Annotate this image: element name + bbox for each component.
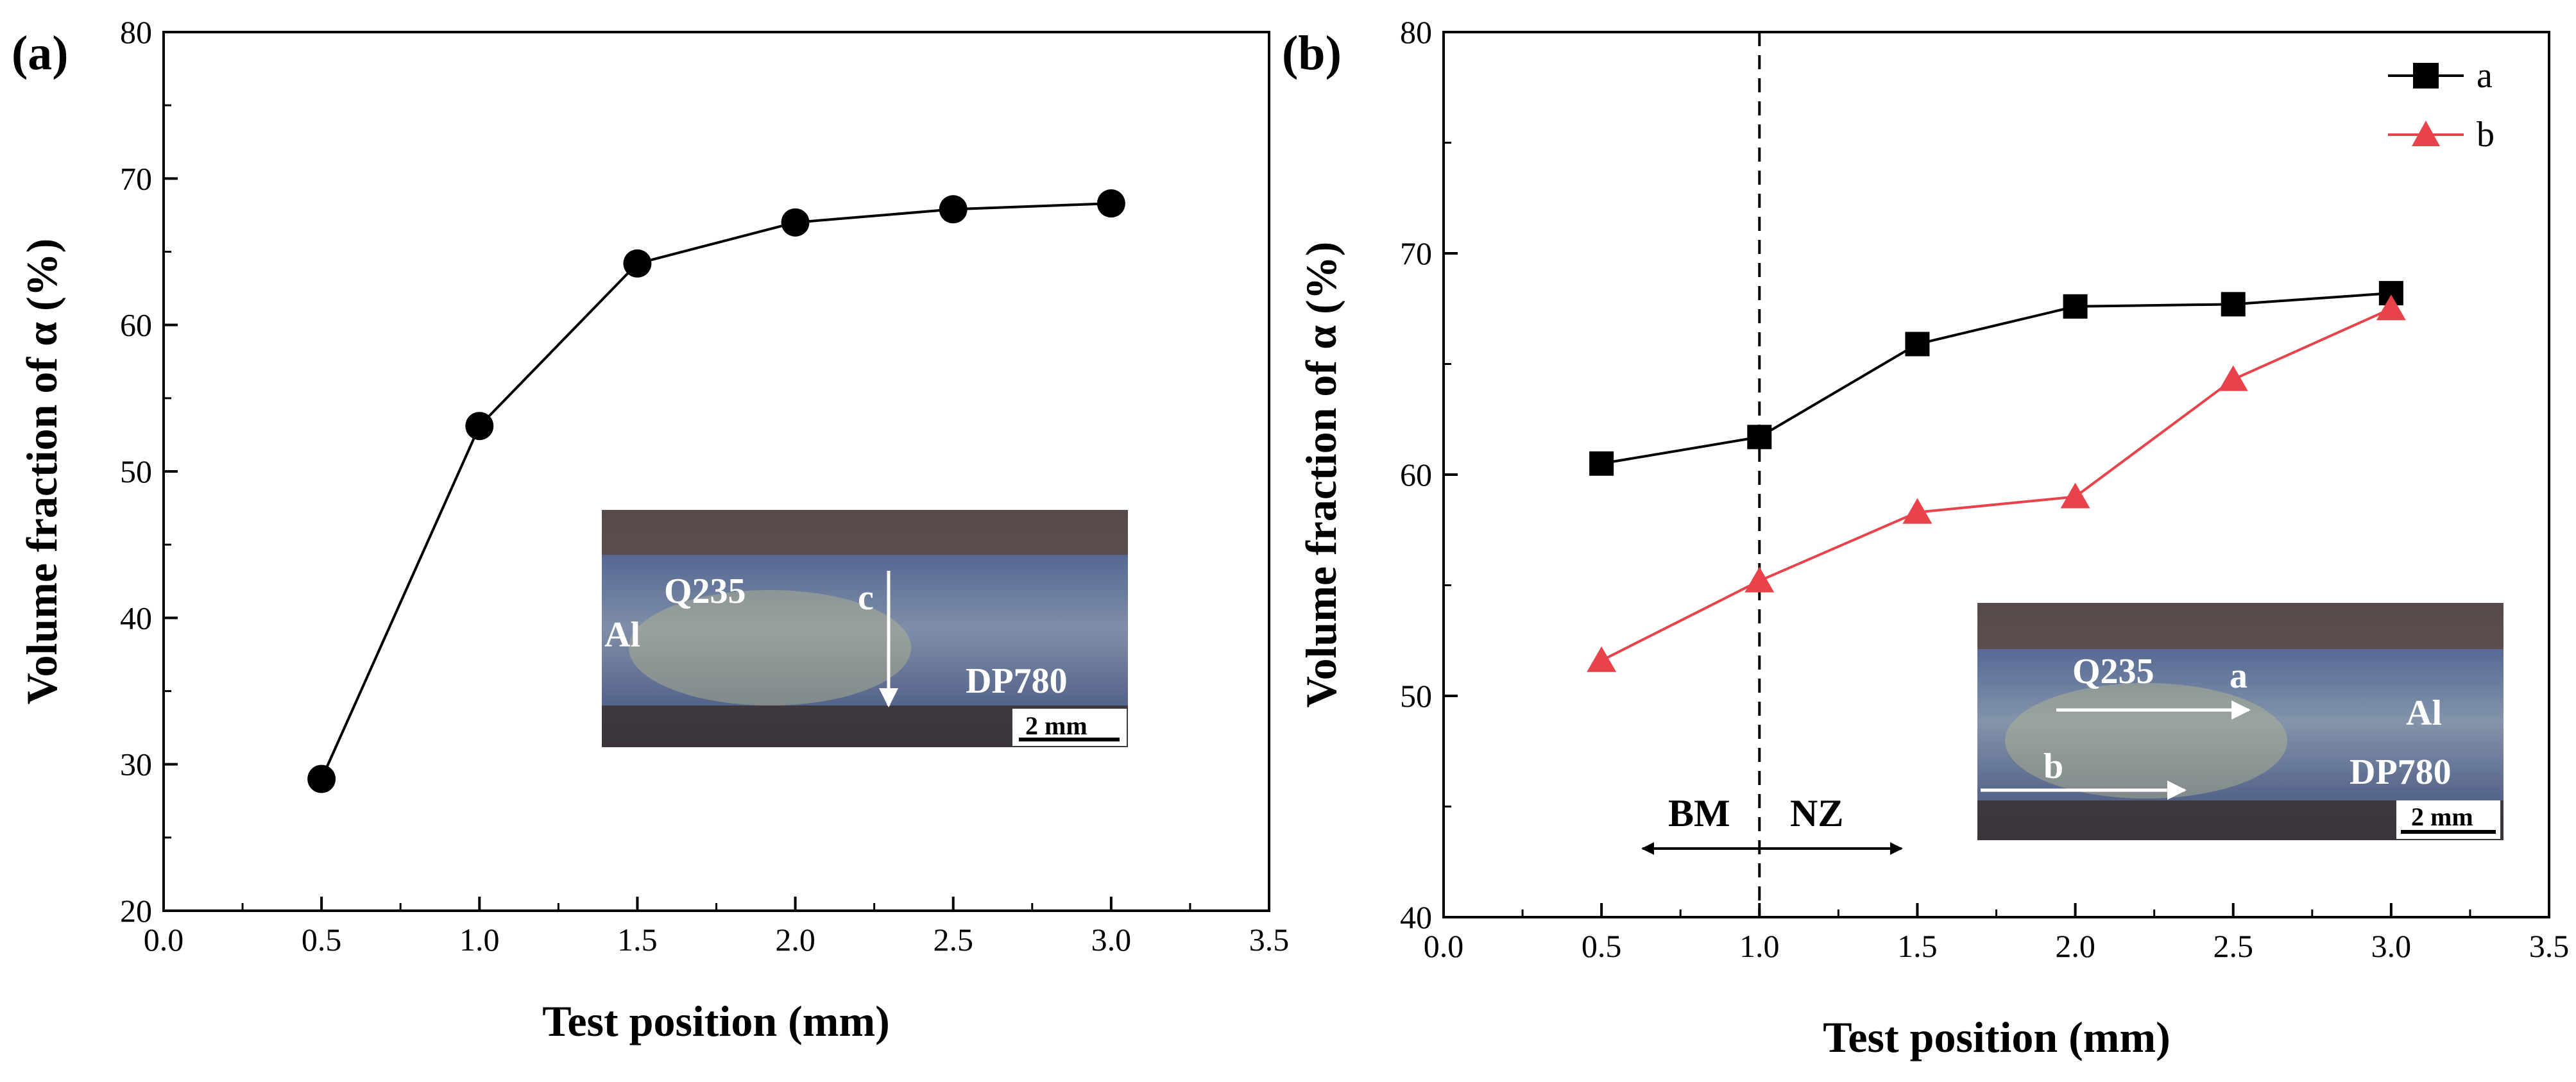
inset-b-nugget (2005, 683, 2287, 799)
panel-a-x-tick-label: 2.5 (933, 922, 973, 958)
panel-b-x-tick-label: 3.0 (2371, 928, 2412, 964)
panel-a-x-tick-label: 3.5 (1249, 922, 1290, 958)
inset-b-label-dp780: DP780 (2350, 752, 2452, 792)
legend-a-marker (2413, 63, 2439, 89)
inset-b-scale-label: 2 mm (2411, 802, 2473, 831)
inset-b-label-al: Al (2406, 693, 2442, 733)
panel-a-x-tick-label: 0.0 (144, 922, 184, 958)
panel-a-y-tick-label: 20 (120, 893, 152, 929)
inset-a-scale-label: 2 mm (1025, 711, 1088, 740)
panel-b-data-point (1905, 332, 1930, 357)
panel-a-plot: 0.0 0.5 1.0 1.5 2.0 2.5 3.0 3.5 20 30 40 50 60 70 80 (120, 14, 1289, 958)
panel-a: (a) Q235 c Al DP780 2 mm 0.0 0.5 1.0 1.5 2.0… (12, 14, 1289, 1045)
panel-b-data-point (2218, 365, 2248, 391)
inset-a-label-q235: Q235 (664, 571, 746, 611)
inset-b-label-b: b (2043, 747, 2063, 786)
zone-label-bm: BM (1668, 792, 1730, 834)
inset-a-label-c: c (858, 578, 874, 618)
panel-b: (b) a b Q235 a b Al DP780 2 mm (1282, 14, 2569, 1061)
inset-b-label-q235: Q235 (2072, 652, 2154, 691)
panel-a-data-point (307, 765, 336, 793)
panel-b-x-tick-label: 1.0 (1739, 928, 1780, 964)
panel-b-plot: 0.0 0.5 1.0 1.5 2.0 2.5 3.0 3.5 40 50 60 70 80 (1400, 14, 2569, 964)
panel-a-y-tick-label: 40 (120, 600, 152, 636)
panel-b-x-tick-label: 3.5 (2529, 928, 2570, 964)
panel-b-x-tick-label: 0.5 (1582, 928, 1622, 964)
panel-b-data-point (1744, 566, 1775, 593)
legend-b-label: b (2477, 115, 2495, 155)
panel-a-y-tick-label: 80 (120, 14, 152, 50)
panel-a-x-tick-label: 0.5 (302, 922, 342, 958)
panel-a-data-point (623, 249, 652, 278)
panel-b-x-tick-label: 0.0 (1424, 928, 1464, 964)
inset-b-top-band (1977, 603, 2503, 649)
panel-b-data-point (2221, 292, 2246, 317)
panel-b-xlabel: Test position (mm) (1823, 1013, 2171, 1061)
panel-a-label: (a) (12, 26, 69, 80)
panel-a-y-tick-label: 50 (120, 453, 152, 489)
panel-b-series-0-line (1601, 292, 2391, 465)
panel-a-x-tick-label: 1.5 (617, 922, 658, 958)
panel-a-inset: Q235 c Al DP780 2 mm (602, 510, 1128, 747)
panel-a-x-tick-label: 1.0 (459, 922, 500, 958)
panel-a-data-point (1096, 189, 1125, 218)
inset-a-label-dp780: DP780 (966, 661, 1068, 701)
panel-b-ylabel: Volume fraction of α (%) (1297, 242, 1345, 708)
panel-b-x-tick-label: 1.5 (1897, 928, 1938, 964)
panel-b-y-tick-label: 60 (1400, 457, 1432, 493)
panel-a-series-0-line (320, 202, 1111, 780)
panel-b-data-point (1902, 498, 1932, 524)
panel-b-data-point (2376, 294, 2406, 321)
panel-b-data-point (2060, 482, 2090, 509)
inset-a-top-band (602, 510, 1128, 555)
panel-b-x-tick-label: 2.0 (2055, 928, 2095, 964)
inset-b-label-a: a (2230, 656, 2248, 696)
zone-label-nz: NZ (1790, 792, 1843, 834)
panel-a-y-tick-label: 70 (120, 160, 152, 196)
panel-b-y-tick-label: 80 (1400, 14, 1432, 50)
inset-a-label-al: Al (604, 615, 640, 655)
panel-a-ylabel: Volume fraction of α (%) (17, 239, 66, 705)
panel-a-data-point (781, 208, 810, 237)
panel-b-series-1-line (1601, 307, 2392, 662)
panel-b-y-tick-label: 50 (1400, 678, 1432, 714)
panel-b-legend: a b (2388, 56, 2495, 155)
panel-b-y-tick-label: 40 (1400, 899, 1432, 935)
panel-a-xlabel: Test position (mm) (542, 997, 890, 1045)
panel-a-data-point (939, 195, 968, 224)
panel-b-data-point (1589, 451, 1614, 476)
panel-b-inset: Q235 a b Al DP780 2 mm (1977, 603, 2503, 840)
panel-b-x-tick-label: 2.5 (2213, 928, 2253, 964)
panel-b-data-point (1747, 425, 1772, 450)
panel-a-x-tick-label: 2.0 (775, 922, 815, 958)
panel-a-y-tick-label: 60 (120, 307, 152, 343)
inset-a-nugget (629, 590, 911, 706)
panel-a-data-point (465, 412, 494, 441)
panel-b-label: (b) (1282, 26, 1342, 80)
panel-a-y-tick-label: 30 (120, 747, 152, 782)
legend-a-label: a (2477, 56, 2493, 96)
panel-b-data-point (2063, 294, 2088, 319)
panel-a-x-tick-label: 3.0 (1091, 922, 1132, 958)
panel-b-y-tick-label: 70 (1400, 235, 1432, 271)
panel-b-data-point (1587, 646, 1617, 672)
legend-b-marker (2412, 121, 2440, 146)
